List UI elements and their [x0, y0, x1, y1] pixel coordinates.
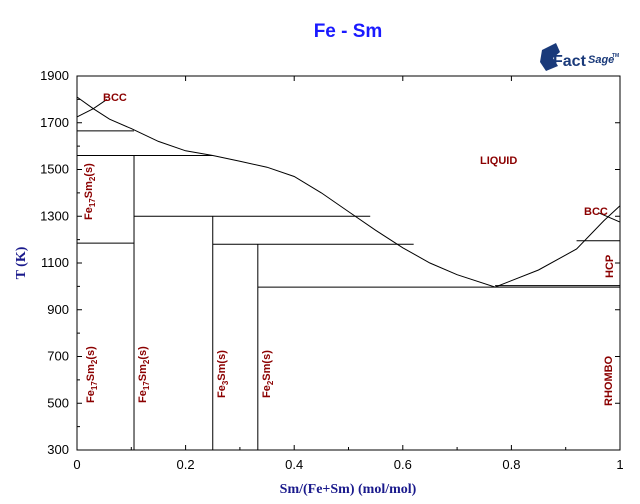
phase-label: Fe17Sm2(s): [85, 346, 99, 403]
x-tick-label: 0: [73, 457, 80, 472]
y-tick-label: 1300: [40, 208, 69, 223]
phase-label: Fe17Sm2(s): [137, 346, 151, 403]
y-tick-label: 1700: [40, 115, 69, 130]
logo-brand-sub: Sage: [588, 54, 614, 66]
phase-label: Fe17Sm2(s): [83, 163, 97, 220]
logo-brand: Fact: [553, 53, 587, 70]
x-tick-label: 1: [616, 457, 623, 472]
x-axis: 0 0.2 0.4 0.6 0.8 1: [73, 76, 624, 472]
phase-boundaries: [76, 96, 621, 450]
x-tick-label: 0.2: [177, 457, 195, 472]
x-axis-label: Sm/(Fe+Sm) (mol/mol): [280, 482, 417, 497]
x-tick-label: 0.4: [285, 457, 303, 472]
phase-label: Fe2Sm(s): [261, 350, 275, 398]
y-tick-label: 300: [47, 442, 69, 457]
logo-mark-icon: [540, 43, 560, 71]
y-axis: 300 500 700 900 1100 1300 1500 1700 1900: [40, 68, 620, 457]
phase-label: RHOMBO: [603, 355, 615, 406]
y-tick-label: 1500: [40, 162, 69, 177]
bcc-sm-boundary: [598, 212, 621, 223]
y-tick-label: 500: [47, 395, 69, 410]
chart-title: Fe - Sm: [314, 21, 383, 42]
x-tick-label: 0.6: [394, 457, 412, 472]
phase-label: BCC: [584, 206, 608, 218]
logo-trademark: TM: [612, 53, 619, 59]
phase-label: Fe3Sm(s): [216, 350, 230, 398]
phase-label: HCP: [604, 255, 616, 278]
x-tick-label: 0.8: [502, 457, 520, 472]
liquidus-curve: [76, 96, 621, 288]
phase-label: LIQUID: [480, 155, 517, 167]
y-axis-label: T (K): [14, 246, 29, 279]
phase-labels: BCC LIQUID BCC HCP RHOMBO Fe17Sm2(s) Fe17Sm2(s…: [83, 92, 616, 406]
y-tick-label: 900: [47, 302, 69, 317]
y-tick-label: 700: [47, 349, 69, 364]
bcc-fe-boundary: [76, 98, 108, 118]
y-tick-label: 1100: [41, 255, 69, 270]
y-tick-label: 1900: [40, 68, 69, 83]
phase-label: BCC: [103, 92, 127, 104]
factsage-logo: Fact Sage TM: [540, 43, 619, 71]
plot-frame: [76, 75, 621, 451]
